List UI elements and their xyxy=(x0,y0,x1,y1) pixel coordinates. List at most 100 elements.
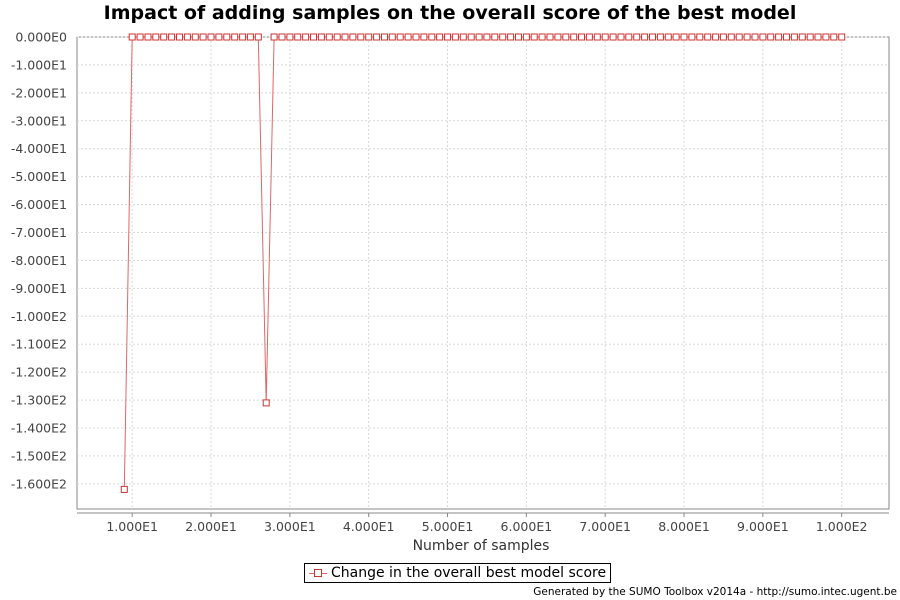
x-tick-label: 5.000E1 xyxy=(422,519,474,534)
data-point xyxy=(136,33,144,41)
data-point xyxy=(420,33,428,41)
data-point xyxy=(585,33,593,41)
footer-credit: Generated by the SUMO Toolbox v2014a - h… xyxy=(533,586,897,598)
data-point xyxy=(672,33,680,41)
y-tick-label: -6.000E1 xyxy=(11,197,67,212)
data-point xyxy=(294,33,302,41)
data-point xyxy=(554,33,562,41)
data-point xyxy=(373,33,381,41)
data-point xyxy=(759,33,767,41)
x-tick-label: 4.000E1 xyxy=(343,519,395,534)
data-point xyxy=(664,33,672,41)
data-point xyxy=(751,33,759,41)
data-point xyxy=(278,33,286,41)
data-point xyxy=(168,33,176,41)
data-point xyxy=(475,33,483,41)
data-point xyxy=(483,33,491,41)
data-point xyxy=(160,33,168,41)
data-point xyxy=(499,33,507,41)
data-point xyxy=(128,33,136,41)
y-tick-label: -1.500E2 xyxy=(11,448,67,463)
data-point xyxy=(239,33,247,41)
data-point xyxy=(593,33,601,41)
data-point xyxy=(609,33,617,41)
y-tick-label: -7.000E1 xyxy=(11,225,67,240)
data-point xyxy=(814,33,822,41)
data-point xyxy=(680,33,688,41)
data-point xyxy=(546,33,554,41)
data-point xyxy=(696,33,704,41)
data-point xyxy=(207,33,215,41)
plot-area xyxy=(76,36,890,510)
data-point xyxy=(530,33,538,41)
data-point xyxy=(381,33,388,41)
data-point xyxy=(790,33,798,41)
y-tick-label: 0.000E0 xyxy=(15,30,67,45)
data-point xyxy=(601,33,609,41)
x-tick-label: 1.000E1 xyxy=(106,519,158,534)
data-point xyxy=(144,33,152,41)
x-tick-label: 2.000E1 xyxy=(185,519,237,534)
y-tick-label: -1.300E2 xyxy=(11,393,67,408)
data-point xyxy=(783,33,790,41)
data-point xyxy=(286,33,294,41)
data-point xyxy=(491,33,499,41)
data-point xyxy=(388,33,396,41)
data-point xyxy=(838,33,846,41)
y-tick-label: -1.000E2 xyxy=(11,309,67,324)
data-point xyxy=(806,33,814,41)
y-axis: 0.000E0 -1.000E1 -2.000E1 -3.000E1 -4.000E1 -… xyxy=(11,30,67,492)
y-tick-label: -8.000E1 xyxy=(11,253,67,268)
data-point xyxy=(254,33,262,41)
data-point xyxy=(719,33,727,41)
data-point xyxy=(310,33,317,41)
x-tick-label: 1.000E2 xyxy=(816,519,868,534)
y-tick-label: -5.000E1 xyxy=(11,169,67,184)
grid xyxy=(77,36,889,509)
y-tick-label: -1.400E2 xyxy=(11,421,67,436)
data-point xyxy=(444,33,451,41)
data-point xyxy=(562,33,570,41)
y-tick-label: -1.200E2 xyxy=(11,365,67,380)
data-point xyxy=(183,33,191,41)
y-tick-label: -1.000E1 xyxy=(11,57,67,72)
data-point xyxy=(743,33,751,41)
data-point xyxy=(712,33,720,41)
data-point xyxy=(775,33,783,41)
data-point xyxy=(633,33,641,41)
data-point xyxy=(404,33,412,41)
data-point xyxy=(656,33,664,41)
data-point xyxy=(522,33,530,41)
data-point xyxy=(538,33,546,41)
data-point xyxy=(341,33,349,41)
data-point xyxy=(412,33,420,41)
data-point xyxy=(798,33,806,41)
data-point xyxy=(467,33,475,41)
data-point xyxy=(451,33,459,41)
data-point xyxy=(459,33,467,41)
data-point xyxy=(349,33,357,41)
data-point xyxy=(333,33,341,41)
legend-marker-icon xyxy=(309,566,327,580)
data-point xyxy=(262,399,270,407)
data-point xyxy=(357,33,365,41)
y-tick-label: -3.000E1 xyxy=(11,113,67,128)
data-point xyxy=(822,33,830,41)
data-point xyxy=(649,33,656,41)
data-point xyxy=(396,33,404,41)
data-point xyxy=(515,33,522,41)
data-point xyxy=(625,33,633,41)
data-point xyxy=(436,33,444,41)
data-point xyxy=(767,33,775,41)
data-point xyxy=(199,33,207,41)
data-point xyxy=(223,33,231,41)
data-point xyxy=(688,33,696,41)
data-point xyxy=(428,33,436,41)
data-point xyxy=(617,33,625,41)
data-point xyxy=(176,33,183,41)
data-point xyxy=(191,33,199,41)
series-change-in-score xyxy=(120,33,846,493)
x-tick-label: 6.000E1 xyxy=(501,519,553,534)
x-tick-label: 7.000E1 xyxy=(579,519,631,534)
